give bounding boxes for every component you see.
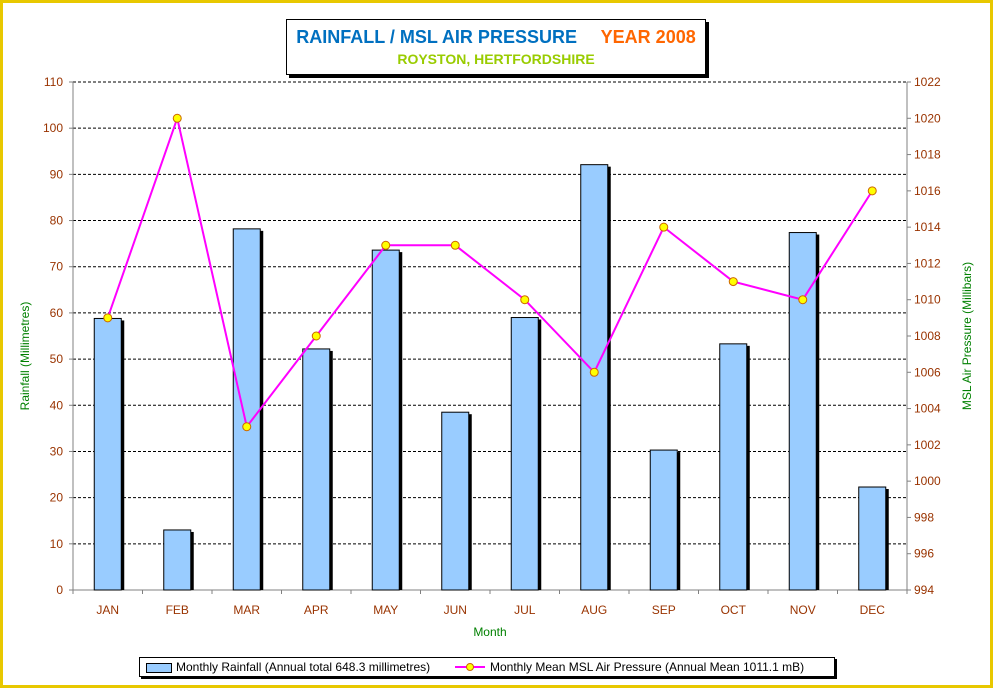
x-tick-label: MAY xyxy=(373,603,398,617)
x-tick-label: SEP xyxy=(652,603,676,617)
y2-tick-label: 994 xyxy=(914,583,934,597)
pressure-point xyxy=(172,113,182,123)
x-axis-title: Month xyxy=(473,625,506,639)
y-tick-label: 90 xyxy=(50,167,64,181)
y2-tick-label: 1016 xyxy=(914,184,941,198)
x-tick-label: FEB xyxy=(166,603,189,617)
y-axis-title: Rainfall (Millimetres) xyxy=(18,302,32,411)
x-tick-label: JUN xyxy=(444,603,467,617)
legend-rainfall-label: Monthly Rainfall (Annual total 648.3 mil… xyxy=(176,660,431,674)
x-tick-label: NOV xyxy=(790,603,816,617)
y-tick-label: 40 xyxy=(50,398,64,412)
bar xyxy=(93,317,122,591)
x-tick-label: AUG xyxy=(581,603,607,617)
chart-title-box: RAINFALL / MSL AIR PRESSURE YEAR 2008 RO… xyxy=(286,19,706,75)
pressure-point xyxy=(242,422,252,432)
y-tick-label: 110 xyxy=(44,75,63,89)
y2-tick-label: 998 xyxy=(914,510,934,524)
x-tick-label: APR xyxy=(304,603,329,617)
y-tick-label: 20 xyxy=(50,491,64,505)
y2-tick-label: 1006 xyxy=(914,365,941,379)
legend-rainfall-swatch xyxy=(146,663,172,673)
bar xyxy=(510,317,539,591)
pressure-point xyxy=(381,240,391,250)
y-tick-label: 50 xyxy=(50,352,64,366)
y-tick-label: 70 xyxy=(50,260,64,274)
y-tick-label: 80 xyxy=(50,214,64,228)
pressure-line xyxy=(106,114,874,430)
pressure-point xyxy=(103,313,113,323)
y-tick-label: 60 xyxy=(50,306,64,320)
y2-tick-label: 1000 xyxy=(914,474,941,488)
chart-subtitle: ROYSTON, HERTFORDSHIRE xyxy=(397,51,595,67)
y2-tick-label: 1012 xyxy=(914,256,941,270)
x-tick-label: DEC xyxy=(860,603,886,617)
legend-pressure-swatch xyxy=(455,663,485,671)
bar xyxy=(371,249,400,591)
bar xyxy=(441,411,470,591)
bar xyxy=(302,348,331,591)
y2-tick-label: 1022 xyxy=(914,75,941,89)
bar xyxy=(649,449,678,591)
pressure-point xyxy=(589,367,599,377)
y-tick-label: 0 xyxy=(56,583,63,597)
legend: Monthly Rainfall (Annual total 648.3 mil… xyxy=(139,657,835,677)
legend-pressure-label: Monthly Mean MSL Air Pressure (Annual Me… xyxy=(490,660,805,674)
bar xyxy=(163,529,192,591)
y2-tick-label: 1018 xyxy=(914,148,941,162)
bar xyxy=(788,232,817,591)
chart-title: RAINFALL / MSL AIR PRESSURE xyxy=(296,27,577,47)
y2-tick-label: 1020 xyxy=(914,111,941,125)
pressure-point xyxy=(728,277,738,287)
x-tick-label: MAR xyxy=(233,603,260,617)
y2-tick-label: 1014 xyxy=(914,220,941,234)
bar xyxy=(719,343,748,591)
x-tick-label: JAN xyxy=(96,603,119,617)
bar xyxy=(580,164,609,591)
y2-tick-label: 1008 xyxy=(914,329,941,343)
y2-tick-label: 996 xyxy=(914,547,934,561)
bar xyxy=(232,228,261,591)
y-tick-label: 10 xyxy=(50,537,64,551)
pressure-point xyxy=(520,295,530,305)
pressure-point xyxy=(659,222,669,232)
y2-tick-label: 1002 xyxy=(914,438,941,452)
x-tick-label: OCT xyxy=(721,603,747,617)
pressure-point xyxy=(798,295,808,305)
y-tick-label: 30 xyxy=(50,444,64,458)
bar xyxy=(858,486,887,591)
chart-title-year: YEAR 2008 xyxy=(600,27,696,47)
y2-axis-title: MSL Air Pressure (Millibars) xyxy=(960,262,974,410)
pressure-point xyxy=(311,331,321,341)
x-tick-label: JUL xyxy=(514,603,536,617)
y2-tick-label: 1004 xyxy=(914,402,941,416)
y2-tick-label: 1010 xyxy=(914,293,941,307)
pressure-point xyxy=(867,186,877,196)
pressure-point xyxy=(450,240,460,250)
y-tick-label: 100 xyxy=(43,121,63,135)
